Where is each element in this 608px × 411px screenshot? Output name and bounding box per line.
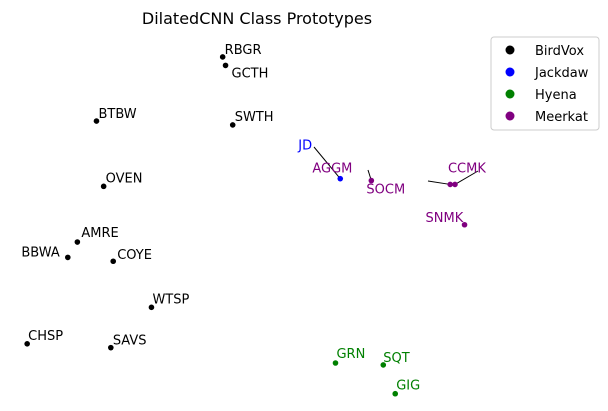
point-ccmk [452,181,458,188]
point-label-coye: COYE [117,248,152,263]
point-amre [74,239,81,245]
point-swth [229,122,236,128]
point-label-rbgr: RBGR [225,43,262,58]
legend-marker-birdvox [505,45,515,55]
connector-jd [313,146,341,179]
point-label-chsp: CHSP [28,329,63,344]
point-gcth [222,62,229,69]
point-label-bbwa: BBWA [21,245,60,260]
point-coye [110,258,117,265]
legend-label-jackdaw: Jackdaw [534,66,589,81]
legend-label-birdvox: BirdVox [535,44,584,59]
point-label-wtsp: WTSP [152,292,189,307]
point-label-btbw: BTBW [98,107,136,122]
point-label-jd: JD [297,139,312,154]
legend-marker-jackdaw [505,67,515,77]
point-socm [447,181,454,188]
point-label-oven: OVEN [106,171,143,186]
connector-ccmk [454,170,479,185]
point-savs [108,344,114,351]
legend-label-meerkat: Meerkat [535,110,588,125]
point-label-aggm: AGGM [312,162,352,177]
point-rbgr [219,54,226,60]
point-chsp [24,341,30,347]
point-label-socm: SOCM [366,182,405,197]
point-labels: RBGR GCTH BTBW SWTH OVEN AMRE BBWA COYE WTSP CHSP… [21,43,486,394]
point-label-swth: SWTH [235,110,274,125]
point-label-sqt: SQT [383,351,409,366]
point-bbwa [65,254,71,261]
point-jd [337,175,344,182]
point-aggm [368,177,375,184]
legend-marker-hyena [505,89,515,99]
point-grn [332,360,339,366]
connector-socm [427,180,451,185]
point-label-ccmk: CCMK [448,161,486,176]
data-points [24,54,468,397]
point-label-amre: AMRE [81,226,118,241]
point-label-gig: GIG [396,379,420,394]
point-label-snmk: SNMK [426,211,464,226]
point-snmk [461,221,468,228]
label-connectors [313,146,479,185]
point-btbw [93,118,100,124]
point-label-savs: SAVS [113,334,147,349]
legend: BirdVox Jackdaw Hyena Meerkat [490,36,600,131]
legend-frame [490,36,600,131]
chart-title: DilatedCNN Class Prototypes [142,9,372,28]
point-oven [100,183,107,190]
legend-marker-meerkat [505,111,515,121]
legend-label-hyena: Hyena [535,88,577,103]
point-gig [392,390,399,397]
point-label-grn: GRN [336,347,365,362]
point-label-gcth: GCTH [232,66,269,81]
point-wtsp [148,304,155,311]
point-sqt [380,362,387,368]
